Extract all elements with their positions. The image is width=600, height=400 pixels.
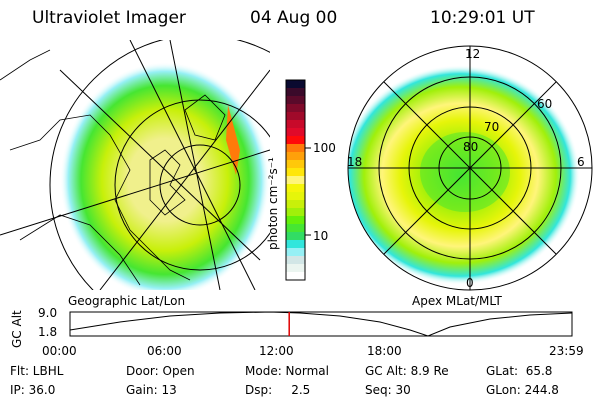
mlat-grid	[347, 45, 593, 291]
mlat-label-60: 60	[537, 97, 553, 111]
geographic-map	[0, 40, 270, 290]
colorbar-band	[286, 192, 305, 201]
colorbar-band	[286, 184, 305, 193]
time-label: 10:29:01 UT	[430, 8, 535, 28]
info-gain: Gain: 13	[126, 383, 177, 397]
magnetic-polar-map	[347, 45, 593, 291]
colorbar-band	[286, 120, 305, 129]
altitude-xtick: 06:00	[147, 344, 182, 358]
mlt-label-0: 0	[466, 276, 474, 290]
altitude-ytick-min: 1.8	[38, 325, 58, 339]
colorbar-tick-10: 10	[313, 229, 329, 243]
info-glon: GLon: 244.8	[486, 383, 559, 397]
colorbar-band	[286, 272, 305, 281]
colorbar-frame	[285, 79, 306, 281]
colorbar-band	[286, 232, 305, 241]
mlat-label-70: 70	[484, 120, 500, 134]
altitude-plot	[69, 311, 573, 337]
mlt-label-12: 12	[465, 47, 481, 61]
instrument-title: Ultraviolet Imager	[32, 8, 186, 28]
colorbar-label: photon cm⁻²s⁻¹	[266, 157, 280, 250]
altitude-xtick: 00:00	[42, 344, 77, 358]
colorbar-band	[286, 88, 305, 97]
date-label: 04 Aug 00	[250, 8, 338, 28]
info-dsp: Dsp: 2.5	[245, 383, 311, 397]
colorbar-band	[286, 152, 305, 161]
coastlines	[0, 49, 226, 286]
colorbar-band	[286, 264, 305, 273]
colorbar-band	[286, 176, 305, 185]
colorbar-band	[286, 168, 305, 177]
colorbar-band	[286, 96, 305, 105]
latlon-grid	[0, 40, 270, 290]
colorbar-tick-100: 100	[313, 141, 336, 155]
colorbar-band	[286, 144, 305, 153]
info-filter: Flt: LBHL	[10, 364, 64, 378]
altitude-ytick-max: 9.0	[38, 306, 58, 320]
colorbar-band	[286, 240, 305, 249]
right-map-label: Apex MLat/MLT	[412, 294, 502, 308]
altitude-curve	[69, 311, 573, 337]
colorbar-band	[286, 104, 305, 113]
colorbar	[285, 79, 311, 281]
info-seq: Seq: 30	[365, 383, 411, 397]
colorbar-band	[286, 112, 305, 121]
left-map-label: Geographic Lat/Lon	[68, 294, 186, 308]
info-glat: GLat: 65.8	[486, 364, 553, 378]
info-door: Door: Open	[126, 364, 195, 378]
colorbar-band	[286, 80, 305, 89]
mlt-label-18: 18	[347, 155, 363, 169]
altitude-xtick: 23:59	[549, 344, 584, 358]
info-ip: IP: 36.0	[10, 383, 56, 397]
colorbar-band	[286, 200, 305, 209]
altitude-xtick: 12:00	[259, 344, 294, 358]
auroral-emission-left	[60, 62, 270, 290]
colorbar-band	[286, 208, 305, 217]
altitude-ylabel: GC Alt	[10, 310, 24, 348]
altitude-xtick: 18:00	[367, 344, 402, 358]
colorbar-band	[286, 136, 305, 145]
colorbar-band	[286, 248, 305, 257]
colorbar-band	[286, 224, 305, 233]
mlat-label-80: 80	[463, 140, 479, 154]
info-gc-alt: GC Alt: 8.9 Re	[365, 364, 449, 378]
colorbar-band	[286, 160, 305, 169]
mlt-label-6: 6	[577, 155, 585, 169]
info-mode: Mode: Normal	[245, 364, 329, 378]
colorbar-band	[286, 128, 305, 137]
colorbar-band	[286, 256, 305, 265]
colorbar-band	[286, 216, 305, 225]
